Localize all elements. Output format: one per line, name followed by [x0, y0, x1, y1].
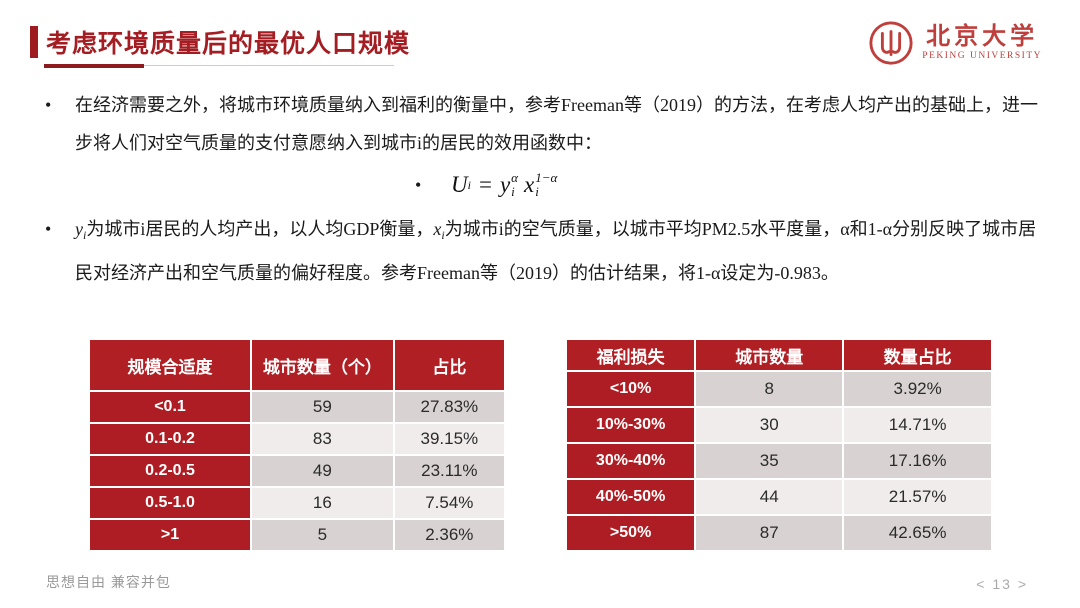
- table-header-cell: 城市数量: [696, 340, 843, 370]
- table-cell: 10%-30%: [567, 408, 695, 442]
- footer-motto: 思想自由 兼容并包: [46, 574, 171, 590]
- underline-dark-segment: [44, 64, 144, 68]
- tables-section: 规模合适度 城市数量（个） 占比 <0.1 59 27.83% 0.1-0.2 …: [88, 338, 993, 552]
- table-header-row: 福利损失 城市数量 数量占比: [567, 340, 991, 370]
- var-y: y: [75, 219, 83, 239]
- var-x: x: [433, 219, 442, 239]
- formula-equals: =: [478, 172, 492, 197]
- table-header-cell: 占比: [394, 340, 504, 390]
- table-cell: 23.11%: [394, 456, 504, 486]
- table-cell: 30%-40%: [567, 444, 695, 478]
- table-cell: 8: [696, 372, 843, 406]
- table-cell: 83: [252, 424, 393, 454]
- bullet-dot-icon: •: [415, 175, 422, 195]
- table-cell: 59: [252, 392, 393, 422]
- university-logo: 北京大学 PEKING UNIVERSITY: [868, 20, 1042, 66]
- table-row: 30%-40% 35 17.16%: [567, 444, 991, 478]
- table-cell: >1: [90, 520, 250, 550]
- table-cell: 16: [252, 488, 393, 518]
- formula-var-y: y: [499, 172, 511, 197]
- table-cell: 3.92%: [844, 372, 991, 406]
- table-cell: 35: [696, 444, 843, 478]
- bullet-dot-icon: •: [45, 219, 52, 239]
- scale-suitability-table: 规模合适度 城市数量（个） 占比 <0.1 59 27.83% 0.1-0.2 …: [88, 338, 506, 552]
- logo-name-english: PEKING UNIVERSITY: [922, 50, 1042, 61]
- formula-lhs: U: [451, 172, 468, 197]
- table-header-row: 规模合适度 城市数量（个） 占比: [90, 340, 504, 390]
- title-block: 考虑环境质量后的最优人口规模: [30, 24, 410, 60]
- formula-lhs-subscript: i: [467, 178, 471, 192]
- table-header-cell: 数量占比: [844, 340, 991, 370]
- table-cell: >50%: [567, 516, 695, 550]
- table-header-cell: 城市数量（个）: [252, 340, 393, 390]
- table-cell: 21.57%: [844, 480, 991, 514]
- table-row: 0.5-1.0 16 7.54%: [90, 488, 504, 518]
- table-cell: 87: [696, 516, 843, 550]
- table-cell: 30: [696, 408, 843, 442]
- welfare-loss-table: 福利损失 城市数量 数量占比 <10% 8 3.92% 10%-30% 30 1…: [565, 338, 993, 552]
- formula-var-x: x: [524, 172, 535, 197]
- table-row: 0.1-0.2 83 39.15%: [90, 424, 504, 454]
- table-cell: <0.1: [90, 392, 250, 422]
- table-cell: <10%: [567, 372, 695, 406]
- table-cell: 39.15%: [394, 424, 504, 454]
- slide-body: • 在经济需要之外，将城市环境质量纳入到福利的衡量中，参考Freeman等（20…: [45, 86, 1040, 292]
- table-row: 0.2-0.5 49 23.11%: [90, 456, 504, 486]
- pku-seal-icon: [869, 21, 913, 65]
- table-cell: 40%-50%: [567, 480, 695, 514]
- table-cell: 0.1-0.2: [90, 424, 250, 454]
- formula-x-subscript: i: [535, 184, 539, 199]
- table-cell: 0.5-1.0: [90, 488, 250, 518]
- table-cell: 27.83%: [394, 392, 504, 422]
- table-row: >1 5 2.36%: [90, 520, 504, 550]
- title-underline: [44, 64, 394, 68]
- page-title: 考虑环境质量后的最优人口规模: [46, 30, 411, 58]
- table-cell: 17.16%: [844, 444, 991, 478]
- table-cell: 5: [252, 520, 393, 550]
- table-row: 10%-30% 30 14.71%: [567, 408, 991, 442]
- underline-light-segment: [144, 65, 394, 66]
- page-number: < 13 >: [976, 576, 1028, 592]
- table-cell: 42.65%: [844, 516, 991, 550]
- bullet-2-text: yi为城市i居民的人均产出，以人均GDP衡量，xi为城市i的空气质量，以城市平均…: [75, 210, 1040, 292]
- title-accent-bar: [30, 26, 38, 58]
- var-y-subscript: i: [83, 228, 87, 242]
- bullet-1-text: 在经济需要之外，将城市环境质量纳入到福利的衡量中，参考Freeman等（2019…: [75, 95, 1038, 153]
- table-row: >50% 87 42.65%: [567, 516, 991, 550]
- table-cell: 7.54%: [394, 488, 504, 518]
- table-row: <0.1 59 27.83%: [90, 392, 504, 422]
- logo-wordmark: 北京大学 PEKING UNIVERSITY: [922, 25, 1042, 62]
- table-header-cell: 福利损失: [567, 340, 695, 370]
- table-header-cell: 规模合适度: [90, 340, 250, 390]
- table-row: 40%-50% 44 21.57%: [567, 480, 991, 514]
- formula-y-superscript: α: [511, 170, 518, 186]
- bullet-item-2: • yi为城市i居民的人均产出，以人均GDP衡量，xi为城市i的空气质量，以城市…: [45, 210, 1040, 292]
- table-cell: 0.2-0.5: [90, 456, 250, 486]
- bullet-2-segment-1: 为城市i居民的人均产出，以人均GDP衡量，: [86, 219, 434, 239]
- var-x-subscript: i: [441, 228, 445, 242]
- table-cell: 49: [252, 456, 393, 486]
- table-cell: 14.71%: [844, 408, 991, 442]
- formula-x-superscript: 1−α: [535, 170, 558, 186]
- bullet-2-segment-2: 为城市i的空气质量，以城市平均PM2.5水平度量，α和1-α分别反映了城市居民对…: [75, 219, 1037, 283]
- table-cell: 2.36%: [394, 520, 504, 550]
- logo-name-chinese: 北京大学: [926, 23, 1039, 50]
- bullet-dot-icon: •: [45, 95, 52, 115]
- table-row: <10% 8 3.92%: [567, 372, 991, 406]
- bullet-item-1: • 在经济需要之外，将城市环境质量纳入到福利的衡量中，参考Freeman等（20…: [45, 86, 1040, 162]
- formula-x-scripts: 1−α i: [535, 171, 557, 198]
- formula-y-subscript: i: [511, 184, 515, 199]
- table-cell: 44: [696, 480, 843, 514]
